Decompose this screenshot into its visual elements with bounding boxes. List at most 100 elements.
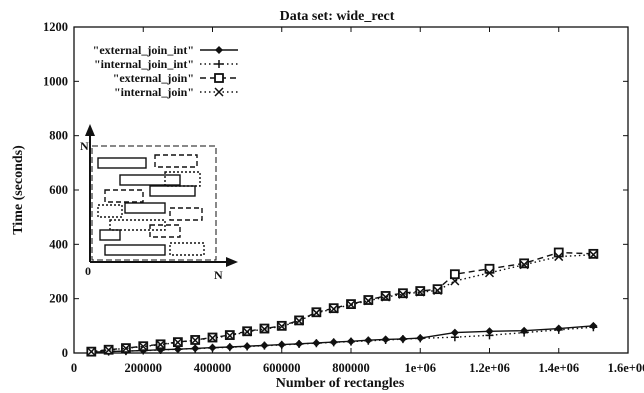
axis-ticks: 0 200000 400000 600000 800000 1e+06 1.2e+06 1.4… bbox=[43, 20, 644, 375]
y-tick-label: 0 bbox=[62, 346, 68, 360]
legend: "external_join_int""internal_join_int""e… bbox=[93, 43, 238, 99]
data-point bbox=[190, 335, 200, 345]
series-line bbox=[91, 251, 594, 353]
data-point bbox=[450, 328, 459, 337]
data-point bbox=[381, 335, 390, 344]
x-tick-label: 600000 bbox=[263, 361, 301, 375]
data-point bbox=[432, 284, 443, 295]
data-point bbox=[415, 286, 426, 296]
inset-rectangle bbox=[104, 244, 166, 256]
data-point bbox=[484, 268, 495, 278]
x-tick-label: 1.2e+06 bbox=[469, 361, 510, 375]
data-point bbox=[485, 331, 494, 340]
data-point bbox=[294, 316, 304, 326]
inset-rectangle bbox=[97, 157, 147, 169]
x-tick-label: 200000 bbox=[125, 361, 163, 375]
legend-label: "external_join" bbox=[113, 71, 194, 85]
data-point bbox=[225, 331, 235, 341]
inset-x-label: N bbox=[214, 268, 223, 282]
data-point bbox=[208, 343, 217, 352]
data-point bbox=[398, 288, 408, 299]
inset-rectangle bbox=[119, 174, 181, 186]
data-point bbox=[554, 325, 563, 334]
x-tick-label: 0 bbox=[71, 361, 77, 375]
data-point bbox=[519, 260, 529, 270]
inset-y-label: N bbox=[80, 139, 89, 153]
data-point bbox=[449, 269, 460, 280]
data-point bbox=[242, 327, 252, 337]
y-tick-label: 200 bbox=[49, 292, 68, 306]
data-point bbox=[277, 340, 286, 349]
legend-label: "internal_join" bbox=[114, 85, 194, 99]
y-tick-label: 600 bbox=[49, 183, 68, 197]
data-point bbox=[519, 258, 530, 269]
data-point bbox=[398, 289, 408, 299]
x-tick-label: 1e+06 bbox=[405, 361, 436, 375]
data-point bbox=[277, 321, 287, 331]
inset-rectangle bbox=[99, 229, 121, 241]
legend-marker bbox=[214, 73, 224, 83]
legend-label: "internal_join_int" bbox=[94, 57, 194, 71]
data-point bbox=[433, 285, 443, 296]
legend-marker bbox=[214, 87, 224, 97]
inset-rectangle bbox=[149, 224, 181, 238]
inset-rectangle bbox=[149, 185, 196, 197]
inset-boundary bbox=[91, 145, 217, 261]
data-point bbox=[588, 250, 598, 260]
data-point bbox=[347, 337, 355, 346]
series-layer bbox=[86, 247, 599, 357]
inset-diagram: N N 0 bbox=[80, 124, 238, 282]
inset-rectangle bbox=[164, 171, 201, 187]
y-tick-label: 1000 bbox=[43, 74, 68, 88]
y-tick-label: 800 bbox=[49, 129, 68, 143]
data-point bbox=[416, 334, 425, 343]
data-point bbox=[363, 296, 373, 306]
data-point bbox=[295, 340, 304, 349]
data-point bbox=[380, 291, 391, 301]
inset-x-arrow bbox=[226, 257, 238, 267]
y-tick-label: 400 bbox=[49, 237, 68, 251]
data-point bbox=[260, 341, 269, 350]
series-3 bbox=[86, 247, 599, 357]
data-point bbox=[138, 341, 148, 352]
inset-rectangle bbox=[169, 242, 205, 256]
inset-rectangle bbox=[124, 202, 166, 214]
data-point bbox=[589, 323, 598, 332]
inset-origin-label: 0 bbox=[85, 264, 91, 278]
inset-rectangle bbox=[169, 207, 203, 221]
series-line bbox=[91, 325, 594, 353]
data-point bbox=[121, 343, 131, 353]
data-point bbox=[312, 339, 321, 348]
series-1 bbox=[87, 321, 598, 357]
data-point bbox=[156, 340, 166, 350]
series-4 bbox=[86, 250, 598, 357]
data-point bbox=[259, 324, 269, 334]
legend-marker bbox=[215, 46, 223, 54]
data-point bbox=[86, 347, 96, 357]
chart-title: Data set: wide_rect bbox=[280, 9, 395, 24]
data-point bbox=[191, 344, 200, 353]
data-point bbox=[173, 337, 183, 347]
data-point bbox=[364, 336, 373, 345]
data-point bbox=[520, 328, 529, 337]
x-tick-label: 400000 bbox=[194, 361, 232, 375]
data-point bbox=[381, 292, 391, 302]
data-point bbox=[207, 333, 218, 343]
inset-y-arrow bbox=[85, 124, 95, 136]
x-tick-label: 1.4e+06 bbox=[538, 361, 579, 375]
data-point bbox=[398, 335, 407, 344]
data-point bbox=[450, 276, 460, 286]
data-point bbox=[329, 304, 339, 314]
inset-rectangle bbox=[97, 204, 123, 218]
data-point bbox=[311, 308, 321, 318]
data-point bbox=[346, 300, 356, 310]
data-point bbox=[450, 333, 459, 342]
data-point bbox=[554, 252, 564, 262]
inset-rectangle bbox=[104, 189, 144, 203]
inset-rectangle bbox=[154, 154, 198, 168]
data-point bbox=[415, 287, 425, 297]
x-tick-label: 1.6e+06 bbox=[608, 361, 644, 375]
data-point bbox=[225, 343, 234, 352]
series-line bbox=[91, 254, 594, 353]
